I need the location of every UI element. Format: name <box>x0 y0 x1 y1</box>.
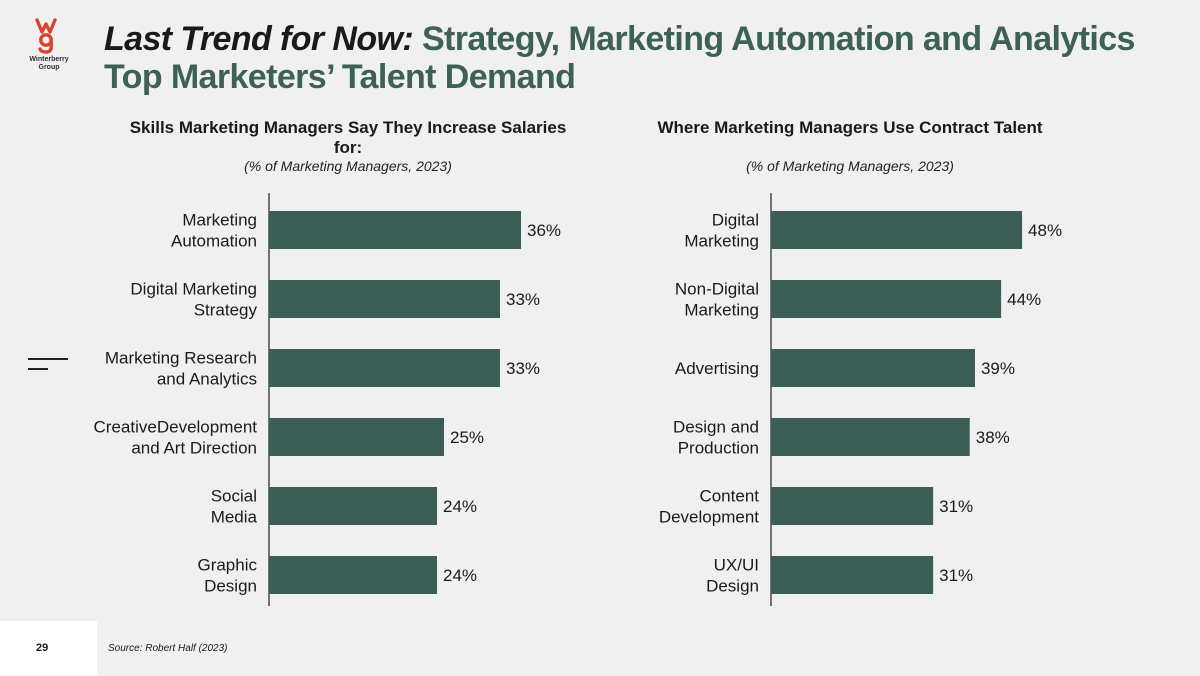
footer-page-box <box>0 621 97 676</box>
chart1-bar-3 <box>269 349 500 387</box>
chart2-category-label-2-line-2: Marketing <box>684 301 759 320</box>
chart2-category-label-1-line-2: Marketing <box>684 232 759 251</box>
chart1-title: Skills Marketing Managers Say They Incre… <box>129 118 567 157</box>
slide-title: Last Trend for Now: Strategy, Marketing … <box>104 20 1135 96</box>
chart2-subtitle: (% of Marketing Managers, 2023) <box>746 158 954 174</box>
chart1-bar-6 <box>269 556 437 594</box>
chart2-category-label-4-line-2: Production <box>678 439 759 458</box>
chart2-bar-2 <box>771 280 1002 318</box>
chart1-data-label-1: 36% <box>527 221 561 240</box>
logo-text-line1: Winterberry <box>29 56 69 63</box>
chart1-category-label-3-line-1: Marketing Research <box>105 349 257 368</box>
logo-text-line2: Group <box>38 64 60 71</box>
chart1-category-label-5-line-1: Social <box>211 487 257 506</box>
chart1-data-label-5: 24% <box>443 497 477 516</box>
chart2-data-label-1: 48% <box>1028 221 1062 240</box>
chart2-category-label-6-line-1: UX/UI <box>714 556 759 575</box>
chart1-category-label-6-line-1: Graphic <box>197 556 257 575</box>
chart2-category-label-5-line-2: Development <box>659 508 759 527</box>
chart1-category-label-2-line-2: Strategy <box>194 301 258 320</box>
chart1-data-label-3: 33% <box>506 359 540 378</box>
chart1-category-label-1-line-1: Marketing <box>182 211 257 230</box>
page-number: 29 <box>36 642 49 654</box>
title-line2: Top Marketers’ Talent Demand <box>104 58 576 96</box>
chart1-category-label-2-line-1: Digital Marketing <box>130 280 257 299</box>
logo-text: Winterberry Group <box>24 56 74 72</box>
chart1-bar-4 <box>269 418 444 456</box>
chart2-bar-6 <box>771 556 934 594</box>
source-note: Source: Robert Half (2023) <box>108 643 228 654</box>
chart1-bar-1 <box>269 211 521 249</box>
chart2-title: Where Marketing Managers Use Contract Ta… <box>657 118 1043 137</box>
chart1-bar-2 <box>269 280 500 318</box>
chart1-category-label-3-line-2: and Analytics <box>157 370 257 389</box>
title-lead: Last Trend for Now: <box>104 20 414 58</box>
chart2-category-label-5-line-1: Content <box>699 487 759 506</box>
chart2-category-label-1-line-1: Digital <box>712 211 759 230</box>
chart2-data-label-3: 39% <box>981 359 1015 378</box>
chart2-category-label-3-line-1: Advertising <box>675 359 759 378</box>
chart2-bar-3 <box>771 349 975 387</box>
chart1-category-label-4-line-2: and Art Direction <box>131 439 257 458</box>
winterberry-logo: Winterberry Group <box>24 18 74 72</box>
chart2-category-label-4-line-1: Design and <box>673 418 759 437</box>
decorative-dash-long <box>28 358 68 360</box>
chart1-bar-5 <box>269 487 437 525</box>
chart2-data-label-5: 31% <box>939 497 973 516</box>
chart2-data-label-4: 38% <box>976 428 1010 447</box>
chart2-data-label-2: 44% <box>1007 290 1041 309</box>
chart1-data-label-4: 25% <box>450 428 484 447</box>
decorative-dash-short <box>28 368 48 370</box>
chart1-data-label-6: 24% <box>443 566 477 585</box>
title-rest: Strategy, Marketing Automation and Analy… <box>421 20 1136 58</box>
chart1-data-label-2: 33% <box>506 290 540 309</box>
chart1-subtitle: (% of Marketing Managers, 2023) <box>244 158 452 174</box>
chart1-category-label-6-line-2: Design <box>204 577 257 596</box>
wg-logo-icon <box>35 18 57 54</box>
chart2-data-label-6: 31% <box>939 566 973 585</box>
chart2-bar-4 <box>771 418 970 456</box>
chart2-bar-5 <box>771 487 934 525</box>
chart2-category-label-6-line-2: Design <box>706 577 759 596</box>
chart2-bar-1 <box>771 211 1023 249</box>
chart1-category-label-4-line-1: CreativeDevelopment <box>94 418 258 437</box>
chart2-category-label-2-line-1: Non-Digital <box>675 280 759 299</box>
chart1-category-label-1-line-2: Automation <box>171 232 257 251</box>
chart1-category-label-5-line-2: Media <box>211 508 258 527</box>
